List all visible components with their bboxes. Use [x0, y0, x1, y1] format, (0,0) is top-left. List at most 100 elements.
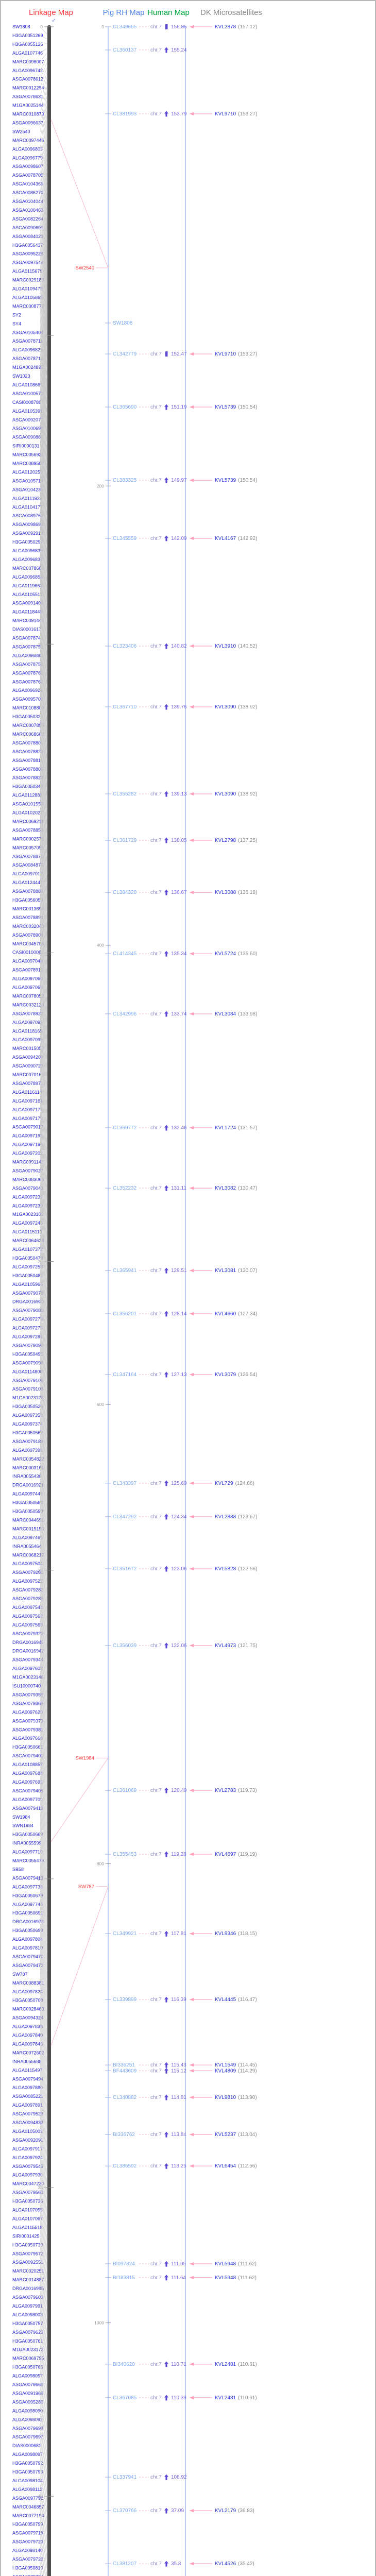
linkage-marker-label: ALGA0112883: [12, 793, 42, 798]
linkage-marker-label: ALGA0097239: [12, 1203, 43, 1208]
human-chromosome-label: chr.7: [150, 1997, 162, 2003]
marker-leader-line: [42, 2524, 47, 2576]
linkage-marker-label: ALGA0097838: [12, 2024, 43, 2029]
linkage-marker-label: ALGA0096836: [12, 548, 43, 553]
linkage-marker-label: ALGA0097396: [12, 1448, 43, 1453]
marker-leader-line: [40, 211, 47, 350]
marker-leader-line: [40, 2121, 47, 2228]
linkage-marker-label: ASGA0097792: [12, 2496, 43, 2501]
marker-leader-line: [40, 1896, 47, 2018]
marker-leader-line: [40, 969, 47, 1154]
marker-leader-line: [40, 1662, 47, 1800]
marker-leader-line: [40, 1690, 47, 1826]
marker-leader-line: [40, 1887, 47, 2009]
linkage-marker-label: DRGA0016947: [12, 1649, 44, 1654]
linkage-marker-label: ASGA0104044: [12, 199, 43, 204]
human-position-mb: 124.34: [171, 1514, 187, 1520]
up-arrow-icon: [164, 2474, 168, 2480]
marker-leader-line: [40, 537, 47, 752]
marker-leader-line: [40, 378, 47, 603]
marker-leader-line: [40, 53, 47, 62]
linkage-marker-label: ASGA0079106: [12, 1378, 43, 1383]
up-arrow-icon: [164, 477, 168, 483]
cr-tick-label: 200: [97, 483, 104, 488]
linkage-marker-label: ASGA0094209: [12, 1055, 43, 1060]
linkage-marker-label: ASGA0079603: [12, 2295, 43, 2300]
rh-clone-label: CL342779: [113, 351, 137, 357]
dk-arrowhead-icon: [190, 705, 194, 709]
rh-clone-label: CL356039: [113, 1643, 137, 1649]
marker-leader-line: [40, 2243, 47, 2341]
dk-microsatellite-label: KVL3081 (130.07): [215, 1268, 257, 1274]
dk-microsatellite-label: KVL3084 (133.98): [215, 1011, 257, 1017]
rh-clone-label: CL365690: [113, 404, 137, 410]
marker-leader-line: [40, 2168, 47, 2272]
linkage-marker-label: H3GA0050739: [12, 2242, 43, 2247]
marker-leader-line: [40, 1437, 47, 1590]
linkage-marker-label: ASGA0098607: [12, 164, 43, 169]
linkage-marker-label: H3GA0050698: [12, 1928, 43, 1933]
marker-leader-line: [40, 903, 47, 1092]
linkage-marker-label: ALGA0108666: [12, 382, 43, 387]
linkage-marker-label: ASGA0078904: [12, 933, 43, 938]
marker-leader-line: [40, 368, 47, 595]
human-chromosome-label: chr.7: [150, 1185, 162, 1191]
linkage-marker-label: ASGA0078922: [12, 1011, 43, 1016]
linkage-marker-label: M1GA0023172: [12, 2347, 44, 2352]
linkage-marker-label: ASGA0079043: [12, 1185, 43, 1191]
up-arrow-icon: [164, 1642, 168, 1649]
linkage-marker-label: ALGA0097092: [12, 1020, 43, 1025]
rh-clone-label: CL367085: [113, 2395, 137, 2401]
linkage-marker-label: SIRI0000131: [12, 444, 40, 449]
linkage-marker-label: ASGA0100463: [12, 208, 43, 213]
human-chromosome-label: chr.7: [150, 404, 162, 410]
linkage-marker-label: ALGA0115113: [12, 1229, 42, 1234]
linkage-marker-label: INRA0055430: [12, 1474, 42, 1479]
linkage-marker-label: MARC0020251: [12, 2268, 44, 2274]
linkage-marker-label: MARC0068217: [12, 1552, 44, 1557]
linkage-marker-label: ALGA0097202: [12, 1151, 43, 1156]
linkage-marker-label: MARC0028463: [12, 2007, 44, 2012]
linkage-marker-label: ALGA0097620: [12, 1709, 43, 1715]
linkage-marker-label: M1GA0024893: [12, 365, 44, 370]
linkage-marker-label: ALGA0098104: [12, 2478, 43, 2483]
marker-leader-line: [40, 603, 47, 813]
human-position-mb: 119.28: [171, 1852, 186, 1857]
rh-clone-label: CL351672: [113, 1566, 137, 1572]
marker-leader-line: [40, 1278, 47, 1442]
linkage-marker-label: ALGA0118449: [12, 609, 42, 615]
linkage-marker-label: MARC0015057: [12, 1046, 44, 1051]
linkage-marker-label: ASGA0092077: [12, 417, 43, 422]
linkage-marker-label: ALGA0097012: [12, 871, 43, 876]
marker-leader-line: [40, 2402, 47, 2489]
linkage-marker-label: ALGA0102027: [12, 810, 43, 816]
linkage-marker-label: ASGA0079288: [12, 1596, 43, 1601]
cr-tick-label: 400: [97, 943, 104, 948]
linkage-marker-label: H3GA0055126: [12, 42, 43, 47]
marker-leader-line: [40, 140, 47, 219]
linkage-marker-label: MARC0029189: [12, 278, 44, 283]
human-chromosome-label: chr.7: [150, 2508, 162, 2514]
linkage-marker-label: ALGA0097273: [12, 1317, 43, 1322]
marker-leader-line: [40, 856, 47, 1049]
linkage-marker-label: DRGA0016900: [12, 1299, 44, 1304]
marker-leader-line: [40, 2440, 47, 2524]
linkage-marker-label: ALGA0115518: [12, 2225, 42, 2230]
human-chromosome-label: chr.7: [150, 478, 162, 483]
linkage-marker-label: ALGA0105966: [12, 1282, 43, 1287]
marker-leader-line: [40, 472, 47, 691]
linkage-marker-label: H3GA0050669: [12, 1832, 43, 1837]
marker-leader-line: [40, 1128, 47, 1302]
linkage-marker-label: SY2: [12, 312, 21, 317]
marker-leader-line: [40, 1381, 47, 1538]
human-chromosome-label: chr.7: [150, 2062, 162, 2068]
dk-arrowhead-icon: [190, 1643, 194, 1648]
linkage-marker-label: ASGA0078971: [12, 1081, 43, 1086]
marker-leader-line: [40, 2459, 47, 2542]
marker-leader-line: [45, 2562, 47, 2576]
human-position-mb: 140.82: [171, 643, 187, 649]
marker-leader-line: [40, 612, 47, 822]
linkage-marker-label: ASGA0079623: [12, 2330, 43, 2335]
linkage-marker-label: ASGA0078805: [12, 767, 43, 772]
